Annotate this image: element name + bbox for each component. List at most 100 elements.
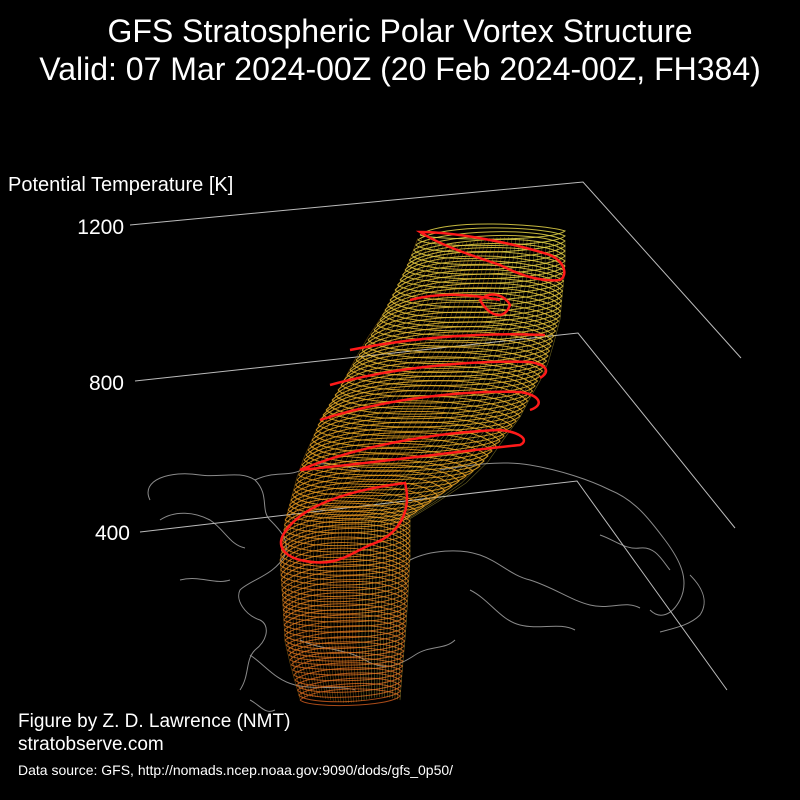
vortex-contour-layer — [317, 400, 517, 437]
vortex-contour-layer — [289, 486, 432, 516]
vortex-strand — [329, 240, 475, 703]
vortex-edge-contour — [299, 428, 526, 472]
vortex-contour-layer — [346, 351, 544, 386]
vortex-edge-contour — [279, 481, 409, 564]
vortex-strand — [373, 239, 528, 698]
vortex-contour-layer — [295, 672, 402, 693]
vortex-contour-layer — [293, 469, 453, 502]
vortex-strand — [384, 242, 543, 698]
vortex-contour-layer — [279, 542, 411, 576]
z-tick-label: 400 — [94, 522, 130, 545]
vortex-strand — [326, 241, 471, 702]
z-axis-label: Potential Temperature [K] — [8, 174, 234, 196]
vortex-contour-layer — [331, 375, 531, 415]
vortex-strand — [364, 237, 517, 700]
vortex-strand — [309, 242, 453, 699]
vortex-contour-layer — [301, 442, 485, 476]
vortex-contour-layer — [284, 619, 407, 645]
vortex-strand — [279, 238, 419, 699]
vortex-strand — [381, 241, 539, 698]
vortex-strand — [346, 237, 494, 703]
vortex-contour-layer — [283, 506, 411, 534]
vortex-contour-layer — [299, 447, 481, 481]
vortex-contour-layer — [290, 651, 404, 671]
vortex-contour-layer — [292, 474, 446, 508]
vortex-contour-layer — [315, 405, 513, 443]
vortex-contour-layer — [282, 592, 408, 619]
vortex-contour-layer — [364, 321, 554, 359]
vortex-contour-layer — [280, 532, 411, 568]
vortex-edge-contours — [279, 230, 566, 564]
vortex-strand — [349, 237, 498, 703]
vortex-contour-layer — [287, 491, 425, 520]
vortex-strand — [389, 242, 551, 698]
vortex-contour-layer — [281, 523, 411, 558]
vortex-contour-layer — [282, 515, 411, 547]
vortex-strand — [313, 242, 456, 699]
axis-plane-1200 — [129, 181, 742, 359]
vortex-contour-layer — [319, 395, 521, 432]
vortex-strand — [392, 242, 554, 699]
vortex-contour-layer — [305, 431, 493, 468]
vortex-contour-layer — [283, 597, 408, 623]
vortex-edge-contour — [478, 293, 512, 317]
vortex-strand — [286, 239, 426, 698]
vortex-contour-layer — [328, 380, 529, 420]
vortex-contour-layer — [379, 296, 561, 332]
vortex-strand — [358, 237, 509, 701]
vortex-strand — [386, 242, 547, 698]
vortex-contour-layer — [282, 580, 409, 611]
vortex-contour-layer — [281, 564, 410, 597]
vortex-strand — [394, 242, 558, 699]
vortex-contour-layer — [292, 657, 404, 676]
vortex-strand — [316, 242, 460, 700]
vortex-contour-layer — [283, 608, 407, 633]
vortex-strand — [399, 242, 566, 701]
vortex-contour-layer — [284, 625, 406, 650]
vortex-contour-layer — [303, 437, 489, 472]
vortex-contour-layer — [352, 341, 548, 377]
vortex-contour-layer — [279, 536, 411, 572]
vortex-contour-layer — [411, 238, 566, 265]
vortex-contour-layer — [404, 251, 566, 280]
vortex-contour-layer — [361, 326, 552, 365]
axis-plane-800 — [134, 332, 736, 529]
vortex-contour-layer — [307, 426, 497, 464]
vortex-strand — [333, 239, 479, 703]
z-tick-label: 1200 — [77, 216, 124, 239]
vortex-contour-layer — [406, 247, 566, 275]
axes-frame — [129, 181, 742, 691]
vortex-edge-contour — [415, 230, 566, 282]
vortex-contour-layer — [340, 361, 539, 398]
vortex-contour-layer — [296, 458, 467, 491]
chart-subtitle: Valid: 07 Mar 2024-00Z (20 Feb 2024-00Z,… — [39, 51, 761, 87]
vortex-strand — [379, 240, 536, 698]
vortex-contour-layer — [311, 416, 505, 454]
vortex-contour-layer — [343, 356, 541, 392]
vortex-strand — [361, 237, 513, 701]
vortex-contour-layer — [295, 464, 460, 497]
data-source-note: Data source: GFS, http://nomads.ncep.noa… — [18, 762, 454, 778]
vortex-strand — [376, 240, 532, 698]
vortex-contour-layer — [297, 677, 402, 698]
vortex-contour-layer — [288, 641, 405, 662]
vortex-contour-layer — [387, 282, 563, 319]
vortex-contour-layer — [417, 227, 566, 247]
vortex-strand — [306, 242, 449, 698]
chart-title: GFS Stratospheric Polar Vortex Structure — [107, 13, 693, 49]
vortex-strand — [303, 242, 445, 698]
vortex-strand — [355, 236, 505, 702]
vortex-contour-layer — [334, 370, 534, 410]
vortex-edge-contour — [329, 360, 548, 387]
vortex-contour-layer — [290, 480, 439, 512]
website-link[interactable]: stratobserve.com — [18, 734, 164, 755]
vortex-strand — [367, 238, 521, 699]
vortex-strand — [343, 238, 490, 704]
vortex-contour-layer — [287, 635, 405, 658]
vortex-contour-layer — [283, 511, 411, 540]
vortex-edge-contour — [349, 333, 546, 352]
vortex-contour-layer — [284, 614, 407, 639]
vortex-strand — [370, 238, 524, 699]
vortex-contour-layer — [294, 667, 403, 688]
